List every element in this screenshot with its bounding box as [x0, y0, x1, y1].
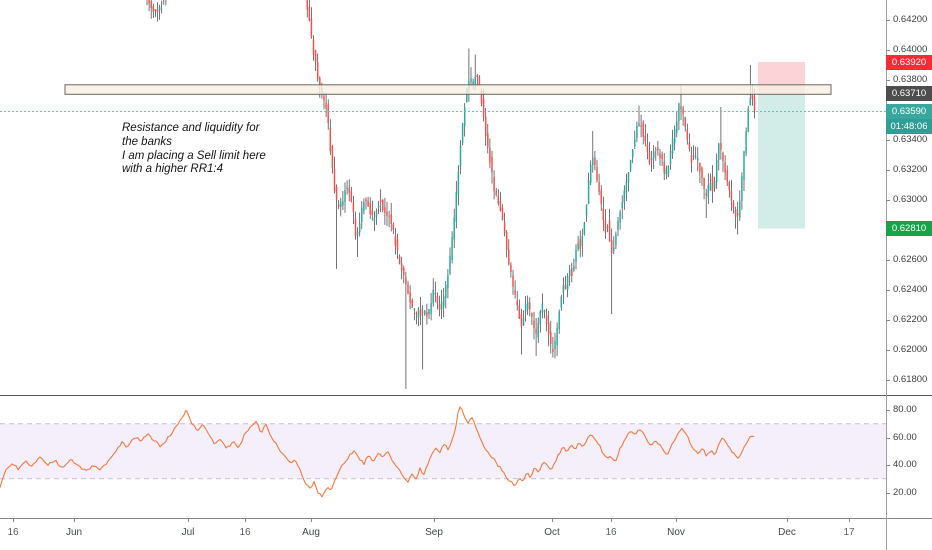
price-axis-label: 0.61800	[893, 374, 928, 385]
time-axis-tick	[552, 518, 553, 522]
annotation-line: I am placing a Sell limit here	[122, 149, 266, 162]
time-axis-label: Oct	[544, 527, 560, 538]
price-axis-tick	[886, 260, 890, 261]
price-axis-tick	[886, 320, 890, 321]
price-axis-tick	[886, 80, 890, 81]
price-axis-label: 0.62000	[893, 344, 928, 355]
candlestick-series	[146, 0, 756, 389]
time-axis-tick	[676, 518, 677, 522]
price-axis-tick	[886, 20, 890, 21]
rsi-axis-label: 80.00	[893, 404, 917, 415]
rsi-band	[0, 423, 886, 479]
annotation-line: the banks	[122, 135, 172, 148]
bar-countdown-label: 01:48:06	[886, 119, 932, 134]
time-axis-label: 16	[605, 527, 617, 538]
time-axis-tick	[74, 518, 75, 522]
rsi-axis-tick	[886, 438, 890, 439]
rsi-axis-tick	[886, 410, 890, 411]
annotation-line: with a higher RR1:4	[122, 163, 223, 176]
time-axis-tick	[849, 518, 850, 522]
time-axis-tick	[13, 518, 14, 522]
time-axis-label: Jun	[65, 527, 83, 538]
price-axis-tick	[886, 170, 890, 171]
panel-separator[interactable]	[0, 395, 932, 396]
time-axis-tick	[188, 518, 189, 522]
rsi-panel-canvas[interactable]	[0, 395, 886, 518]
price-axis-tick	[886, 380, 890, 381]
time-axis-separator	[0, 518, 932, 519]
resistance-zone-drawing[interactable]	[64, 84, 832, 95]
time-axis-label: Jul	[181, 527, 195, 538]
time-axis-label: Dec	[778, 527, 796, 538]
price-axis-label: 0.62600	[893, 254, 928, 265]
price-axis-tick	[886, 350, 890, 351]
rsi-axis-label: 20.00	[893, 487, 917, 498]
price-axis-label: 0.64000	[893, 44, 928, 55]
time-axis-label: Sep	[425, 527, 443, 538]
main-chart-canvas[interactable]	[0, 0, 886, 395]
stop-price-label: 0.63920	[886, 54, 932, 70]
price-axis-label: 0.63800	[893, 74, 928, 85]
time-axis-label: 17	[843, 527, 855, 538]
price-axis-label: 0.63200	[893, 164, 928, 175]
price-axis-label: 0.64200	[893, 14, 928, 25]
time-axis-label: Nov	[667, 527, 685, 538]
time-axis-tick	[611, 518, 612, 522]
price-axis-label: 0.63000	[893, 194, 928, 205]
rsi-axis-label: 60.00	[893, 432, 917, 443]
entry-price-label: 0.63710	[886, 86, 932, 101]
time-axis-label: 16	[239, 527, 251, 538]
time-axis-tick	[787, 518, 788, 522]
price-axis-tick	[886, 200, 890, 201]
text-drawing-annotation[interactable]: Resistance and liquidity for the banks I…	[122, 122, 266, 177]
time-axis-tick	[311, 518, 312, 522]
target-price-label: 0.62810	[886, 221, 932, 236]
time-axis-tick	[434, 518, 435, 522]
rsi-axis-label: 40.00	[893, 459, 917, 470]
last-price-label: 0.63590	[886, 104, 932, 119]
time-axis-label: 16	[7, 527, 19, 538]
price-axis-tick	[886, 50, 890, 51]
time-axis-label: Aug	[302, 527, 320, 538]
short-position-reward-box[interactable]	[758, 93, 805, 229]
price-axis-label: 0.62200	[893, 314, 928, 325]
time-axis-tick	[245, 518, 246, 522]
price-axis-tick	[886, 290, 890, 291]
price-axis-label: 0.62400	[893, 284, 928, 295]
price-axis-tick	[886, 140, 890, 141]
rsi-line	[0, 406, 755, 498]
price-axis-border	[886, 0, 887, 550]
price-axis-label: 0.63400	[893, 134, 928, 145]
annotation-line: Resistance and liquidity for	[122, 122, 260, 134]
rsi-axis-tick	[886, 465, 890, 466]
rsi-axis-tick	[886, 493, 890, 494]
